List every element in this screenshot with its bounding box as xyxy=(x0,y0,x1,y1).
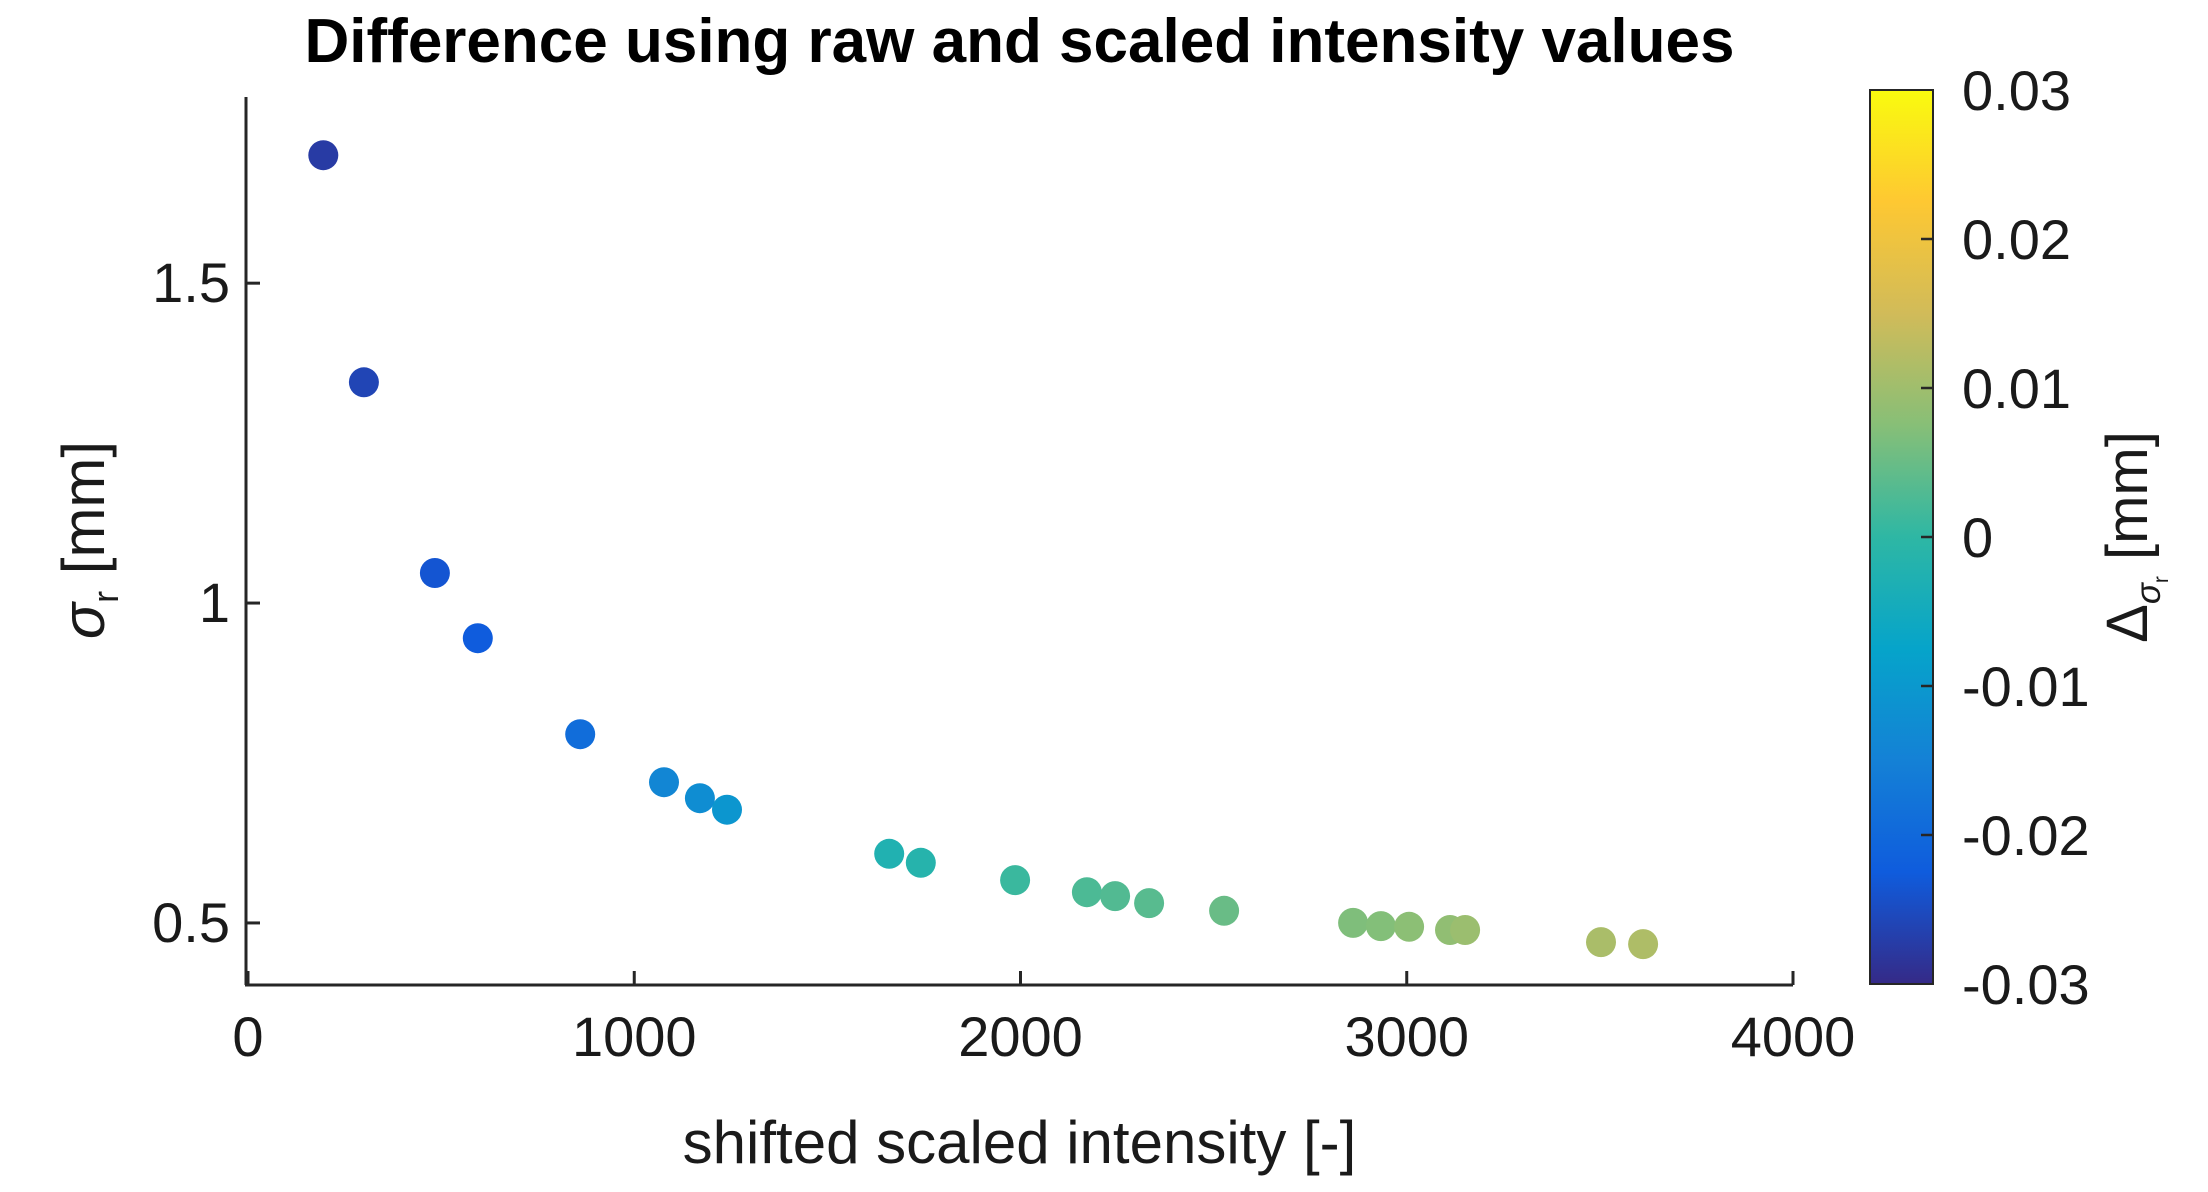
scatter-point xyxy=(712,794,742,825)
scatter-point xyxy=(348,367,379,398)
scatter-point xyxy=(462,623,493,654)
scatter-point xyxy=(1000,865,1031,896)
scatter-point xyxy=(905,847,936,878)
scatter-point xyxy=(419,558,450,588)
scatter-point xyxy=(874,838,905,869)
y-axis-unit: [mm] xyxy=(50,440,118,591)
scatter-point xyxy=(1586,927,1616,958)
colorbar-tick-label: 0.02 xyxy=(1962,208,2071,271)
x-axis-label: shifted scaled intensity [-] xyxy=(682,1109,1357,1176)
y-tick-label: 1 xyxy=(198,571,230,635)
colorbar-tick-label: 0 xyxy=(1962,506,1994,569)
colorbar-tick-label: 0.01 xyxy=(1962,357,2071,420)
x-tick-label: 4000 xyxy=(1730,1005,1856,1068)
delta-symbol: Δ xyxy=(2094,604,2160,643)
scatter-point xyxy=(1071,877,1102,908)
scatter-point xyxy=(565,719,596,750)
scatter-point xyxy=(1100,881,1131,912)
colorbar-label-subscript: σr xyxy=(2129,576,2173,605)
colorbar-tick-label: -0.02 xyxy=(1962,804,2090,867)
sigma-subscript: r xyxy=(2150,576,2174,584)
scatter-point xyxy=(308,140,339,171)
scatter-point xyxy=(1338,907,1369,938)
scatter-point xyxy=(1134,888,1165,919)
x-tick-label: 2000 xyxy=(958,1005,1083,1068)
scatter-point xyxy=(1209,895,1240,926)
colorbar-tick-label: 0.03 xyxy=(1962,59,2071,122)
scatter-point xyxy=(1628,929,1659,960)
x-tick-label: 1000 xyxy=(571,1005,697,1068)
x-tick-label: 3000 xyxy=(1344,1005,1470,1068)
scatter-point xyxy=(1365,911,1396,942)
x-tick-label: 0 xyxy=(232,1005,264,1068)
scatter-point xyxy=(649,767,679,798)
colorbar-label: Δσr [mm] xyxy=(2094,431,2174,643)
colorbar-tick-label: -0.01 xyxy=(1962,655,2090,718)
y-tick-label: 1.5 xyxy=(152,251,230,315)
y-tick-label: 0.5 xyxy=(152,890,230,954)
scatter-point xyxy=(1450,915,1481,945)
scatter-point xyxy=(1394,911,1425,942)
colorbar-unit: [mm] xyxy=(2094,431,2160,577)
sigma-symbol: σ xyxy=(2129,583,2169,605)
scatter-point xyxy=(684,783,715,814)
chart-title: Difference using raw and scaled intensit… xyxy=(304,7,1735,76)
colorbar-tick-label: -0.03 xyxy=(1962,953,2090,1016)
